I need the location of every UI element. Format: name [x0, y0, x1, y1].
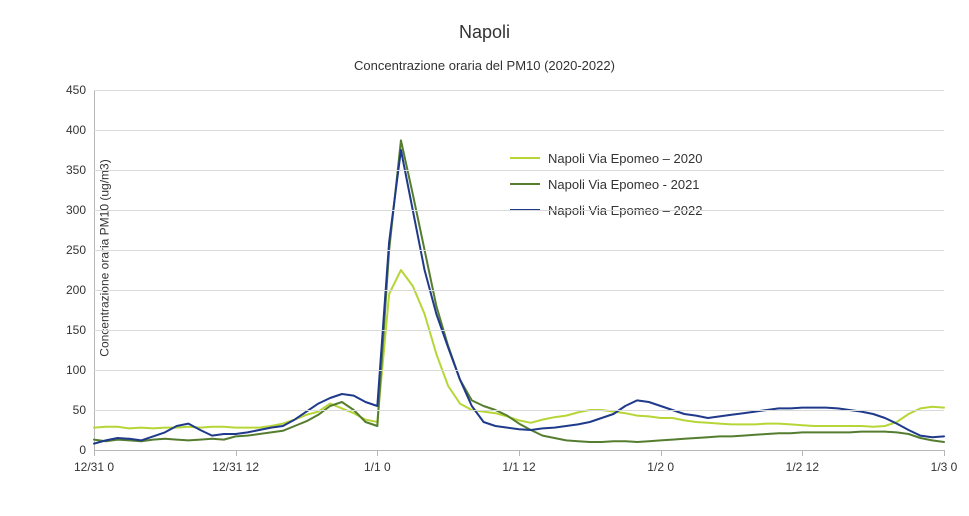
x-tick-label: 1/1 0 [364, 460, 391, 474]
x-tick-mark [944, 450, 945, 456]
y-tick-label: 150 [66, 323, 86, 337]
legend-swatch [510, 183, 540, 185]
gridline [94, 130, 944, 131]
x-tick-label: 1/1 12 [502, 460, 535, 474]
gridline [94, 410, 944, 411]
legend-label: Napoli Via Epomeo – 2020 [548, 151, 702, 166]
gridline [94, 90, 944, 91]
legend-item: Napoli Via Epomeo – 2020 [510, 150, 702, 166]
gridline [94, 370, 944, 371]
x-tick-label: 1/2 12 [786, 460, 819, 474]
legend-item: Napoli Via Epomeo - 2021 [510, 176, 702, 192]
x-tick-mark [802, 450, 803, 456]
x-tick-label: 12/31 0 [74, 460, 114, 474]
y-tick-label: 0 [79, 443, 86, 457]
y-tick-label: 300 [66, 203, 86, 217]
x-tick-label: 1/2 0 [647, 460, 674, 474]
chart-container: Napoli Concentrazione oraria del PM10 (2… [0, 0, 969, 516]
plot-area: Napoli Via Epomeo – 2020 Napoli Via Epome… [94, 90, 944, 450]
gridline [94, 250, 944, 251]
y-tick-label: 400 [66, 123, 86, 137]
x-tick-mark [94, 450, 95, 456]
x-tick-mark [236, 450, 237, 456]
legend: Napoli Via Epomeo – 2020 Napoli Via Epome… [510, 150, 702, 228]
x-tick-label: 12/31 12 [212, 460, 259, 474]
x-tick-mark [661, 450, 662, 456]
chart-title: Napoli [0, 22, 969, 43]
gridline [94, 210, 944, 211]
y-tick-label: 50 [73, 403, 86, 417]
x-tick-label: 1/3 0 [931, 460, 958, 474]
legend-label: Napoli Via Epomeo - 2021 [548, 177, 700, 192]
gridline [94, 290, 944, 291]
y-tick-label: 450 [66, 83, 86, 97]
series-lines [94, 90, 944, 450]
gridline [94, 330, 944, 331]
legend-swatch [510, 157, 540, 159]
y-tick-label: 100 [66, 363, 86, 377]
y-tick-label: 200 [66, 283, 86, 297]
series-line [94, 270, 944, 428]
chart-subtitle: Concentrazione oraria del PM10 (2020-202… [0, 58, 969, 73]
y-tick-label: 250 [66, 243, 86, 257]
y-tick-label: 350 [66, 163, 86, 177]
x-tick-mark [377, 450, 378, 456]
x-tick-mark [519, 450, 520, 456]
gridline [94, 170, 944, 171]
